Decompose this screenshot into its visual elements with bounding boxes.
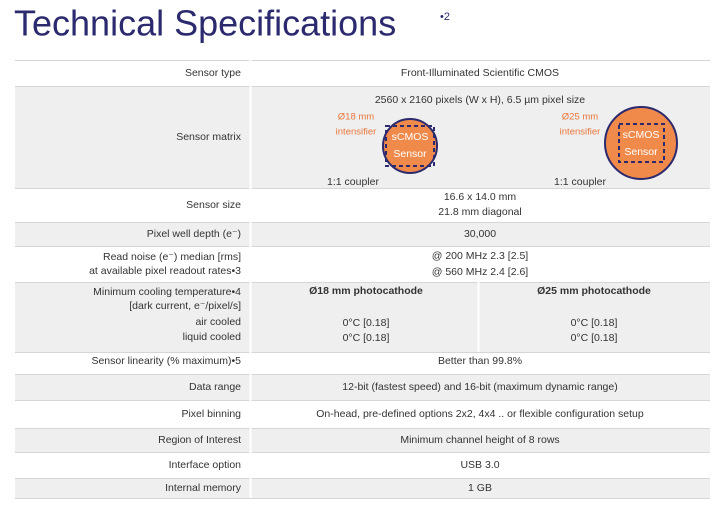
- row-label: at available pixel readout rates•3: [89, 265, 241, 277]
- row-value: Front-Illuminated Scientific CMOS: [401, 67, 559, 79]
- sensor-diagram: Ø25 mm intensifier sCMOS Sensor 1:1 coup…: [554, 106, 678, 188]
- row-label: Data range: [189, 381, 241, 393]
- row-value: Better than 99.8%: [438, 355, 522, 367]
- diagram-size: Ø25 mm: [562, 112, 599, 123]
- row-label: Sensor matrix: [176, 131, 242, 143]
- row-label: Sensor linearity (% maximum)•5: [91, 355, 241, 367]
- column-header: Ø18 mm photocathode: [309, 285, 423, 297]
- row-value: @ 200 MHz 2.3 [2.5]: [432, 250, 529, 262]
- row-label: Read noise (e⁻) median [rms]: [103, 251, 241, 263]
- sensor-label: Sensor: [624, 146, 658, 158]
- row-bg: [15, 352, 710, 374]
- row-value: 0°C [0.18]: [343, 332, 390, 344]
- row-label: [dark current, e⁻/pixel/s]: [129, 300, 241, 312]
- coupler-label: 1:1 coupler: [554, 176, 606, 188]
- coupler-label: 1:1 coupler: [327, 176, 379, 188]
- sensor-diagram: Ø18 mm intensifier sCMOS Sensor 1:1 coup…: [327, 112, 438, 188]
- row-bg: [15, 222, 710, 246]
- sensor-outline: [618, 123, 665, 163]
- row-value: On-head, pre-defined options 2x2, 4x4 ..…: [316, 408, 644, 420]
- row-bg: [15, 400, 710, 428]
- row-value: 30,000: [464, 228, 496, 240]
- row-bg: [15, 188, 710, 222]
- intensifier-circle: [604, 106, 678, 180]
- diagram-kind: intensifier: [560, 127, 601, 138]
- row-label: Sensor size: [186, 199, 241, 211]
- row-bg: [15, 452, 710, 478]
- row-label: Pixel well depth (e⁻): [147, 228, 241, 240]
- row-value: 16.6 x 14.0 mm: [444, 191, 517, 203]
- row-label: Internal memory: [165, 482, 242, 494]
- row-value: 21.8 mm diagonal: [438, 206, 521, 218]
- row-value: 0°C [0.18]: [571, 332, 618, 344]
- row-value: 1 GB: [468, 482, 492, 494]
- row-value: 12-bit (fastest speed) and 16-bit (maxim…: [342, 381, 617, 393]
- sensor-label: Sensor: [393, 148, 427, 160]
- diagram-kind: intensifier: [336, 127, 377, 138]
- row-bg: [15, 428, 710, 452]
- column-header: Ø25 mm photocathode: [537, 285, 651, 297]
- row-bg: [15, 478, 710, 498]
- row-backgrounds: [15, 60, 710, 499]
- row-label: liquid cooled: [183, 331, 242, 343]
- page-title: Technical Specifications: [14, 3, 396, 44]
- row-bg: [15, 246, 710, 282]
- row-bg: [15, 374, 710, 400]
- row-label: Minimum cooling temperature•4: [93, 286, 241, 298]
- sensor-label: sCMOS: [623, 129, 660, 141]
- row-label: Pixel binning: [181, 408, 241, 420]
- row-value: 0°C [0.18]: [343, 317, 390, 329]
- row-label: Region of Interest: [158, 434, 241, 446]
- sensor-outline: [385, 125, 435, 167]
- row-value: Minimum channel height of 8 rows: [400, 434, 559, 446]
- row-label: Sensor type: [185, 67, 241, 79]
- row-value: USB 3.0: [460, 459, 499, 471]
- sensor-label: sCMOS: [392, 131, 429, 143]
- intensifier-circle: [382, 118, 438, 174]
- row-label: Interface option: [169, 459, 242, 471]
- row-label: air cooled: [195, 316, 241, 328]
- row-value: @ 560 MHz 2.4 [2.6]: [432, 266, 529, 278]
- row-bg: [15, 282, 710, 352]
- title-note: •2: [440, 11, 450, 23]
- row-value: 0°C [0.18]: [571, 317, 618, 329]
- diagram-size: Ø18 mm: [338, 112, 375, 123]
- row-bg: [15, 86, 710, 188]
- row-value: 2560 x 2160 pixels (W x H), 6.5 µm pixel…: [375, 94, 585, 106]
- row-bg: [15, 60, 710, 86]
